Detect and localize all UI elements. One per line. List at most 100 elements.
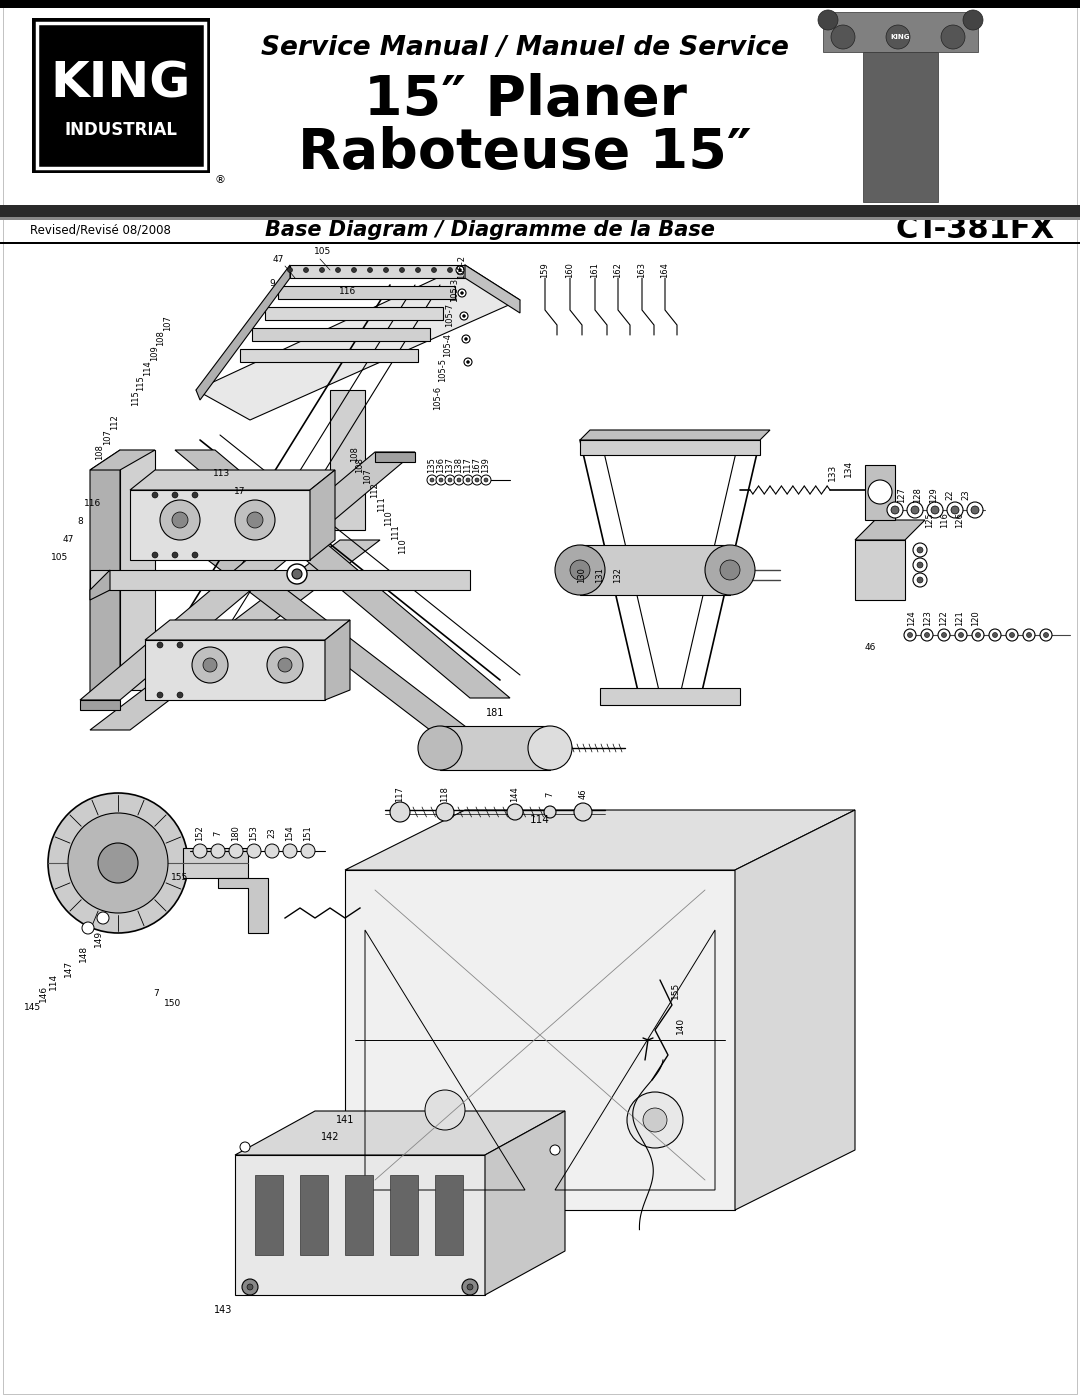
Text: 107: 107: [104, 429, 112, 444]
Circle shape: [463, 475, 473, 485]
Bar: [0, 0, 1080, 8]
Circle shape: [818, 10, 838, 29]
Text: 132: 132: [613, 567, 622, 583]
Circle shape: [912, 506, 919, 514]
Circle shape: [1026, 633, 1031, 637]
Text: Service Manual / Manuel de Service: Service Manual / Manuel de Service: [261, 35, 788, 61]
Text: 140: 140: [675, 1017, 685, 1034]
Text: 111: 111: [391, 524, 401, 539]
Text: 160: 160: [566, 263, 575, 278]
Circle shape: [942, 633, 946, 637]
Circle shape: [951, 506, 959, 514]
Text: 141: 141: [336, 1115, 354, 1125]
Circle shape: [472, 475, 482, 485]
Circle shape: [467, 360, 470, 363]
Circle shape: [152, 552, 158, 557]
Circle shape: [430, 478, 434, 482]
Polygon shape: [345, 810, 855, 870]
Circle shape: [967, 502, 983, 518]
Circle shape: [947, 502, 963, 518]
Circle shape: [720, 560, 740, 580]
Polygon shape: [218, 877, 268, 933]
Circle shape: [484, 478, 488, 482]
Circle shape: [240, 1141, 249, 1153]
Text: 107: 107: [163, 316, 173, 331]
Polygon shape: [90, 450, 120, 710]
Text: 22: 22: [945, 490, 955, 500]
Polygon shape: [823, 13, 978, 52]
Bar: [300, 1175, 328, 1255]
Polygon shape: [240, 349, 418, 362]
Text: 120: 120: [972, 610, 981, 626]
Text: 15″ Planer: 15″ Planer: [364, 73, 687, 127]
Circle shape: [570, 560, 590, 580]
Circle shape: [475, 478, 480, 482]
Circle shape: [192, 552, 198, 557]
Text: 113: 113: [214, 468, 231, 478]
Text: 136: 136: [436, 457, 446, 474]
Circle shape: [320, 267, 324, 272]
Circle shape: [82, 922, 94, 935]
Polygon shape: [175, 535, 470, 731]
Polygon shape: [80, 700, 120, 710]
Circle shape: [462, 335, 470, 344]
Text: CT-381FX: CT-381FX: [896, 215, 1055, 244]
Circle shape: [507, 805, 523, 820]
Text: 46: 46: [579, 789, 588, 799]
Circle shape: [927, 502, 943, 518]
Circle shape: [917, 577, 923, 583]
Circle shape: [907, 633, 913, 637]
Circle shape: [98, 842, 138, 883]
Circle shape: [436, 803, 454, 821]
Text: 118: 118: [441, 787, 449, 802]
Circle shape: [1010, 633, 1014, 637]
Circle shape: [427, 475, 437, 485]
Circle shape: [292, 569, 302, 578]
Text: 105: 105: [52, 553, 69, 563]
Polygon shape: [600, 687, 740, 705]
Text: 114: 114: [49, 972, 57, 989]
Polygon shape: [325, 620, 350, 700]
Circle shape: [172, 492, 178, 497]
Polygon shape: [291, 265, 465, 278]
Text: 155: 155: [172, 873, 189, 883]
Circle shape: [528, 726, 572, 770]
Circle shape: [303, 267, 309, 272]
Polygon shape: [195, 265, 291, 400]
Polygon shape: [235, 1155, 485, 1295]
Circle shape: [229, 844, 243, 858]
Circle shape: [941, 25, 966, 49]
Circle shape: [383, 267, 389, 272]
Text: 159: 159: [540, 263, 550, 278]
Bar: [435, 1175, 463, 1255]
Text: 110: 110: [384, 510, 393, 525]
Circle shape: [68, 813, 168, 914]
Polygon shape: [90, 570, 470, 590]
Text: 155: 155: [671, 981, 679, 999]
Circle shape: [462, 314, 465, 317]
Text: 164: 164: [661, 263, 670, 278]
Text: 161: 161: [591, 263, 599, 278]
Circle shape: [868, 481, 892, 504]
Circle shape: [447, 267, 453, 272]
Text: 107: 107: [364, 468, 373, 483]
Text: 150: 150: [164, 999, 181, 1007]
Circle shape: [152, 492, 158, 497]
Circle shape: [426, 1090, 465, 1130]
Text: 121: 121: [956, 610, 964, 626]
Polygon shape: [310, 469, 335, 560]
Circle shape: [177, 643, 183, 648]
Circle shape: [886, 25, 910, 49]
Circle shape: [627, 1092, 683, 1148]
Polygon shape: [580, 440, 760, 455]
Circle shape: [301, 844, 315, 858]
Circle shape: [550, 1146, 561, 1155]
Circle shape: [265, 844, 279, 858]
Text: 167: 167: [473, 457, 482, 474]
Circle shape: [351, 267, 356, 272]
Circle shape: [367, 267, 373, 272]
Circle shape: [390, 802, 410, 821]
Circle shape: [438, 478, 443, 482]
Circle shape: [416, 267, 420, 272]
Circle shape: [203, 658, 217, 672]
